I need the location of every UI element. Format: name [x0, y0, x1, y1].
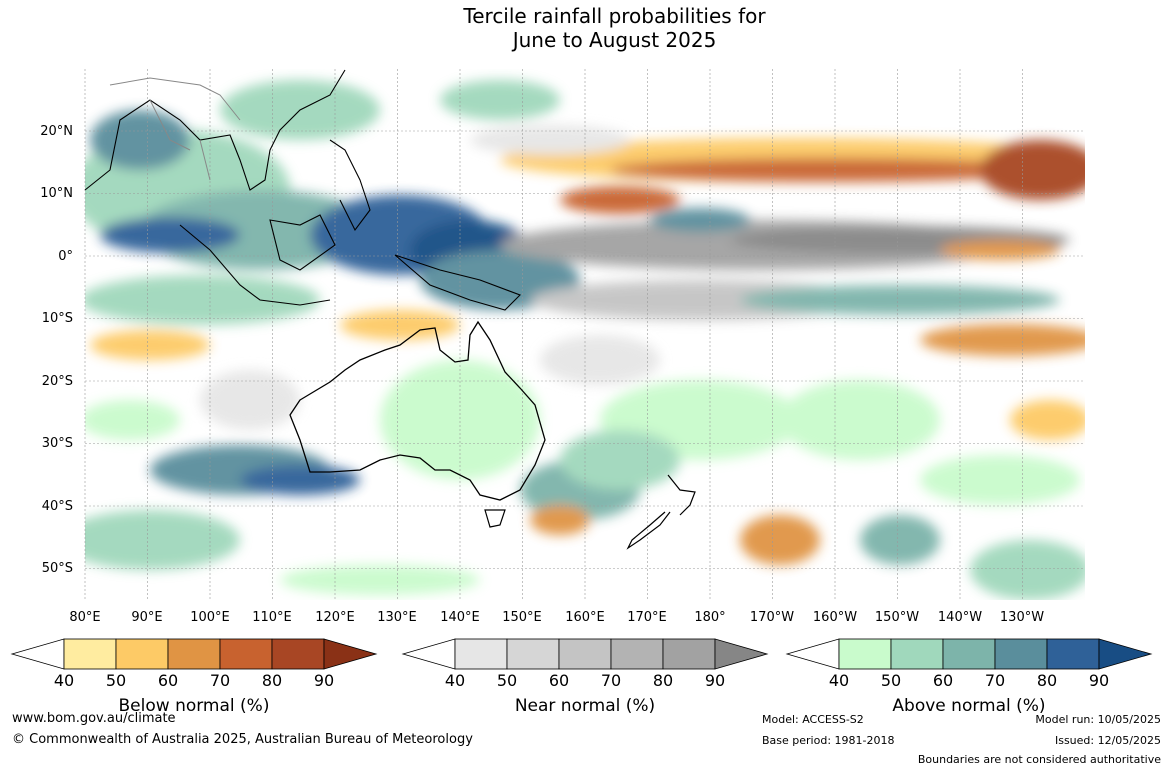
colorbar-segment	[610, 638, 664, 670]
colorbar-segment	[662, 638, 716, 670]
lon-label-150w: 150°W	[874, 610, 920, 625]
colorbar-segment	[890, 638, 944, 670]
lat-label-0: 0°	[58, 249, 73, 264]
legend-below-tick: 70	[209, 671, 231, 690]
lon-label-130w: 130°W	[999, 610, 1045, 625]
below-normal-colorbar	[10, 638, 378, 670]
colorbar-segment	[558, 638, 612, 670]
colorbar-over-triangle	[714, 638, 769, 670]
lon-label-150e: 150°E	[502, 610, 542, 625]
lon-label-170w: 170°W	[749, 610, 795, 625]
colorbar-segment	[167, 638, 221, 670]
issued-label: Issued: 12/05/2025	[1054, 734, 1161, 747]
legend-near-tick: 60	[548, 671, 570, 690]
title-line-2: June to August 2025	[512, 28, 717, 52]
colorbar-segment	[838, 638, 892, 670]
colorbar-segment	[454, 638, 508, 670]
asia-coastline	[84, 69, 521, 311]
legend-below-tick: 50	[105, 671, 127, 690]
probability-shading	[85, 80, 1085, 600]
lat-label-10s: 10°S	[41, 311, 73, 326]
lon-label-90e: 90°E	[131, 610, 163, 625]
colorbar-under-triangle	[401, 638, 456, 670]
model-label: Model: ACCESS-S2	[762, 713, 864, 726]
colorbar-under-triangle	[785, 638, 840, 670]
colorbar-under-triangle	[10, 638, 65, 670]
legend-near-tick: 80	[652, 671, 674, 690]
colorbar-segment	[942, 638, 996, 670]
lon-label-130e: 130°E	[377, 610, 417, 625]
legend-near-tick: 70	[600, 671, 622, 690]
lon-label-120e: 120°E	[315, 610, 355, 625]
bom-url-link[interactable]: www.bom.gov.au/climate	[12, 711, 176, 726]
graticule	[84, 69, 1085, 600]
map-title: Tercile rainfall probabilities for June …	[0, 4, 1173, 52]
copyright-text: © Commonwealth of Australia 2025, Austra…	[12, 732, 473, 747]
legend-below-tick: 90	[313, 671, 335, 690]
legend-above-tick: 40	[828, 671, 850, 690]
colorbar-segment	[1046, 638, 1100, 670]
asia-borders	[109, 77, 241, 181]
legend-above-tick: 70	[984, 671, 1006, 690]
legend-above-title: Above normal (%)	[892, 696, 1046, 716]
colorbar-over-triangle	[323, 638, 378, 670]
lon-label-110e: 110°E	[252, 610, 292, 625]
legend-below-tick: 80	[261, 671, 283, 690]
lat-label-10n: 10°N	[40, 186, 73, 201]
legend-near-title: Near normal (%)	[514, 696, 656, 716]
colorbar-segment	[994, 638, 1048, 670]
lat-label-50s: 50°S	[41, 561, 73, 576]
rainfall-probability-map	[84, 69, 1085, 600]
base-period-label: Base period: 1981-2018	[762, 734, 895, 747]
legend-near-tick: 50	[496, 671, 518, 690]
tasmania-coastline	[484, 509, 506, 528]
lon-label-180: 180°	[694, 610, 726, 625]
colorbar-segment	[271, 638, 325, 670]
model-run-label: Model run: 10/05/2025	[1035, 713, 1161, 726]
legend-above-tick: 60	[932, 671, 954, 690]
legend-near-tick: 90	[704, 671, 726, 690]
lon-label-140w: 140°W	[937, 610, 983, 625]
colorbar-segment	[115, 638, 169, 670]
lat-label-30s: 30°S	[41, 436, 73, 451]
legend-above-tick: 90	[1088, 671, 1110, 690]
legend-below-tick: 60	[157, 671, 179, 690]
lon-label-170e: 170°E	[627, 610, 667, 625]
lon-label-160e: 160°E	[565, 610, 605, 625]
lon-label-80e: 80°E	[69, 610, 101, 625]
colorbar-segment	[219, 638, 273, 670]
legend-below-tick: 40	[53, 671, 75, 690]
lon-label-140e: 140°E	[440, 610, 480, 625]
new-zealand-coastline	[626, 474, 696, 550]
legend-above-tick: 50	[880, 671, 902, 690]
lon-label-160w: 160°W	[812, 610, 858, 625]
near-normal-colorbar	[401, 638, 769, 670]
boundaries-disclaimer: Boundaries are not considered authoritat…	[917, 753, 1161, 766]
lat-label-20n: 20°N	[40, 124, 73, 139]
legend-above-tick: 80	[1036, 671, 1058, 690]
lat-label-20s: 20°S	[41, 374, 73, 389]
lat-label-40s: 40°S	[41, 499, 73, 514]
legend-near-tick: 40	[444, 671, 466, 690]
colorbar-over-triangle	[1098, 638, 1153, 670]
colorbar-segment	[506, 638, 560, 670]
title-line-1: Tercile rainfall probabilities for	[463, 4, 766, 28]
colorbar-segment	[63, 638, 117, 670]
legend-below-title: Below normal (%)	[118, 696, 270, 716]
australia-coastline	[289, 320, 546, 501]
above-normal-colorbar	[785, 638, 1153, 670]
lon-label-100e: 100°E	[190, 610, 230, 625]
